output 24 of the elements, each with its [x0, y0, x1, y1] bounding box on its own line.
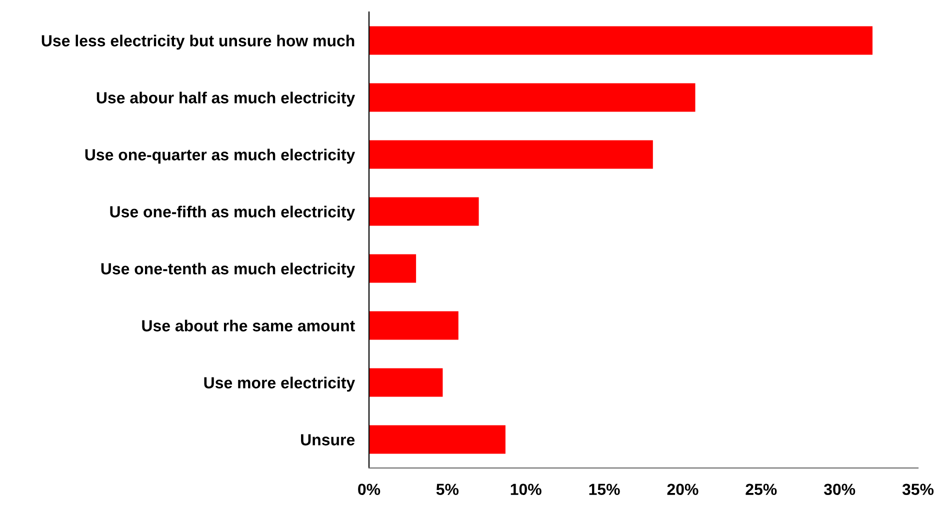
bar — [369, 83, 696, 112]
bar — [369, 425, 506, 454]
x-tick-label: 10% — [510, 484, 542, 496]
y-tick-label: Use more electricity — [204, 376, 356, 392]
bar — [369, 368, 443, 397]
y-tick-label: Unsure — [301, 434, 355, 446]
x-tick-label: 30% — [824, 484, 856, 496]
x-tick-label: 20% — [667, 484, 698, 496]
bar — [369, 254, 416, 283]
x-tick-label: 0% — [358, 484, 380, 496]
y-tick-label: Use less electricity but unsure how much — [42, 34, 354, 50]
y-tick-label: Use one-quarter as much electricity — [85, 148, 356, 164]
x-tick-label: 15% — [589, 484, 620, 496]
bar — [369, 140, 653, 169]
x-tick-label: 35% — [902, 484, 934, 496]
bar — [369, 26, 873, 55]
bar — [369, 311, 458, 340]
y-tick-label: Use one-fifth as much electricity — [110, 206, 356, 221]
y-tick-label: Use one-tenth as much electricity — [101, 262, 356, 278]
x-tick-label: 5% — [436, 484, 459, 496]
y-tick-label: Use about rhe same amount — [142, 320, 355, 332]
y-tick-label: Use abour half as much electricity — [96, 92, 356, 107]
bar — [369, 197, 479, 226]
x-tick-label: 25% — [746, 484, 777, 496]
